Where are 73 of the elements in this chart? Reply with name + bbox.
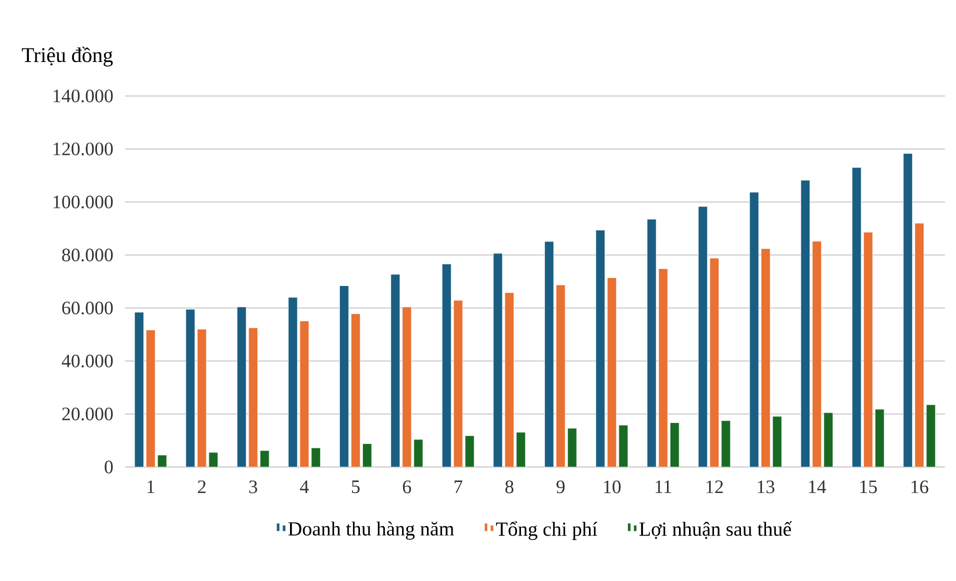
bar	[607, 278, 617, 467]
bar	[453, 300, 463, 467]
bar	[618, 424, 628, 467]
bar	[772, 416, 782, 467]
bar	[926, 404, 936, 467]
bar	[504, 292, 514, 467]
x-tick-label: 6	[402, 480, 412, 494]
bar	[311, 448, 321, 467]
x-tick-label: 2	[198, 480, 206, 494]
y-tick-label: 40.000	[62, 354, 113, 368]
x-tick-label: 16	[912, 480, 928, 494]
bar	[493, 253, 503, 467]
bar	[442, 264, 452, 467]
x-tick-label: 13	[758, 480, 774, 494]
x-tick-label: 9	[556, 480, 565, 494]
bar	[670, 422, 680, 467]
x-tick-label: 14	[809, 480, 826, 494]
bar	[414, 439, 424, 467]
bar	[134, 312, 144, 467]
bar	[350, 314, 360, 467]
y-tick-label: 100.000	[54, 196, 113, 208]
y-axis-title: Triệu đồng	[22, 46, 113, 66]
y-tick-label: 20.000	[62, 408, 113, 420]
bar	[903, 153, 913, 467]
x-tick-label: 10	[604, 480, 621, 494]
y-tick-label: 60.000	[62, 302, 113, 314]
bar	[914, 222, 924, 467]
x-tick-label: 11	[656, 480, 672, 494]
legend-label: Doanh thu hàng năm	[288, 522, 454, 540]
x-tick-label: 1	[148, 480, 154, 494]
legend-label: Lợi nhuận sau thuế	[639, 521, 792, 539]
y-tick-label: 80.000	[62, 248, 113, 262]
bar	[339, 286, 349, 467]
bar	[464, 436, 474, 467]
bar	[362, 443, 372, 467]
bar	[402, 306, 412, 467]
bar	[544, 241, 554, 467]
bar	[812, 241, 822, 467]
bar	[556, 284, 566, 467]
x-tick-label: 7	[454, 480, 462, 493]
bar	[186, 309, 196, 467]
bar	[567, 428, 577, 467]
bar	[658, 268, 668, 467]
bar	[248, 328, 258, 467]
bar	[596, 230, 606, 467]
bar	[760, 248, 770, 467]
bar	[236, 306, 246, 467]
y-tick-label: 140.000	[54, 90, 113, 102]
x-tick-label: 4	[300, 480, 309, 493]
x-tick-label: 12	[706, 480, 723, 494]
bar	[646, 219, 656, 467]
x-tick-label: 15	[860, 480, 877, 494]
bar	[516, 432, 526, 467]
x-tick-label: 8	[505, 480, 514, 494]
bar	[852, 167, 862, 467]
legend-label: Tổng chi phí	[496, 521, 598, 540]
x-tick-label: 5	[352, 480, 360, 494]
bar	[874, 409, 884, 467]
x-tick-label: 3	[249, 480, 258, 494]
y-tick-label: 0	[104, 460, 113, 474]
bar	[824, 412, 834, 467]
bar	[800, 180, 810, 467]
bar	[146, 330, 156, 467]
bar	[721, 420, 731, 467]
bar	[288, 297, 298, 467]
bar	[197, 329, 207, 467]
y-tick-label: 120.000	[54, 142, 113, 156]
bar	[710, 258, 720, 467]
bar	[300, 320, 310, 467]
bar	[390, 274, 400, 467]
bar	[749, 192, 759, 467]
bar	[698, 206, 708, 467]
bar	[863, 232, 873, 467]
